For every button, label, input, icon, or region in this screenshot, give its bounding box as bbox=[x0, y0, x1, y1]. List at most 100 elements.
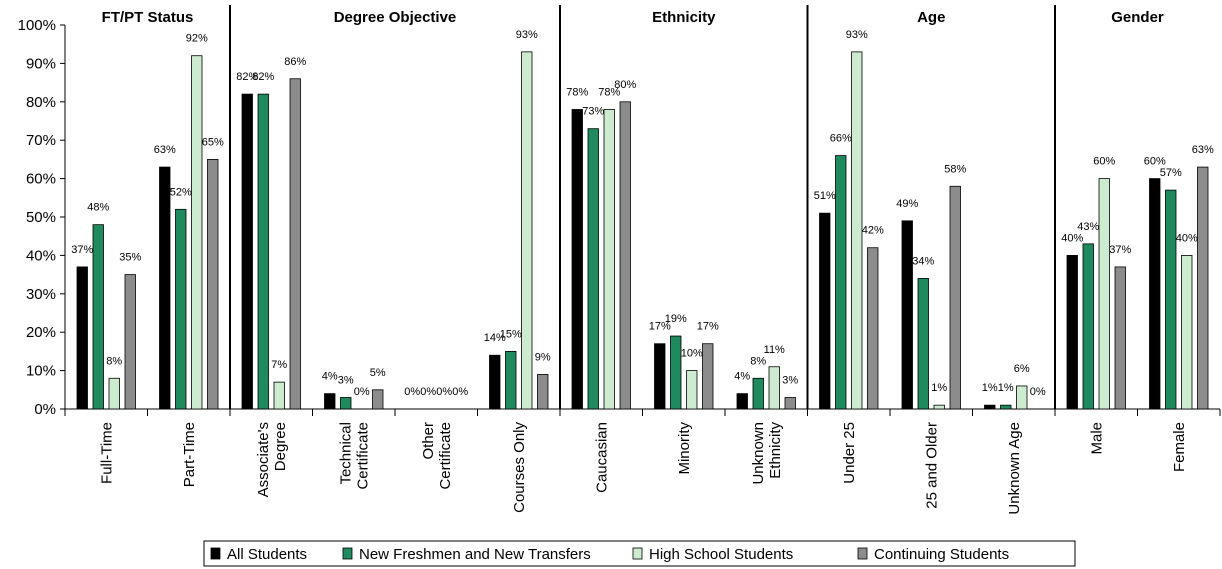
data-label: 86% bbox=[284, 56, 306, 68]
data-label: 0% bbox=[404, 386, 420, 398]
y-tick-label: 60% bbox=[26, 171, 56, 188]
bar bbox=[159, 166, 171, 410]
bar bbox=[901, 220, 913, 410]
bar bbox=[784, 397, 796, 410]
data-label: 17% bbox=[697, 321, 719, 333]
data-label: 0% bbox=[420, 386, 436, 398]
y-tick-label: 80% bbox=[26, 94, 56, 111]
data-label: 60% bbox=[1144, 156, 1166, 168]
group-title: Age bbox=[917, 9, 945, 26]
y-tick-label: 70% bbox=[26, 132, 56, 149]
bar bbox=[768, 366, 780, 410]
category-label: Ethnicity bbox=[767, 422, 784, 479]
data-label: 17% bbox=[649, 321, 671, 333]
data-label: 63% bbox=[154, 144, 176, 156]
data-label: 8% bbox=[750, 355, 766, 367]
data-label: 49% bbox=[896, 198, 918, 210]
data-label: 78% bbox=[598, 86, 620, 98]
data-label: 37% bbox=[1109, 244, 1131, 256]
data-label: 80% bbox=[614, 79, 636, 91]
data-label: 93% bbox=[846, 29, 868, 41]
bar bbox=[851, 51, 863, 410]
bar bbox=[670, 335, 682, 410]
bar bbox=[289, 78, 301, 410]
y-tick-label: 50% bbox=[26, 209, 56, 226]
data-label: 78% bbox=[566, 86, 588, 98]
legend: All Students New Freshmen and New Transfe… bbox=[203, 540, 1076, 567]
data-label: 57% bbox=[1160, 167, 1182, 179]
category-label: Female bbox=[1171, 422, 1188, 472]
bar bbox=[917, 278, 929, 410]
data-label: 52% bbox=[170, 186, 192, 198]
bar bbox=[1114, 266, 1126, 410]
bar bbox=[1197, 166, 1209, 410]
data-label: 7% bbox=[271, 359, 287, 371]
bar bbox=[1181, 254, 1193, 410]
category-label: Certificate bbox=[437, 422, 454, 490]
data-label: 0% bbox=[452, 386, 468, 398]
group-title: FT/PT Status bbox=[102, 9, 194, 26]
data-label: 8% bbox=[106, 355, 122, 367]
data-label: 4% bbox=[322, 371, 338, 383]
bar bbox=[933, 404, 945, 410]
bar bbox=[603, 109, 615, 410]
legend-swatch bbox=[632, 547, 643, 560]
data-label: 43% bbox=[1077, 221, 1099, 233]
bar bbox=[702, 343, 714, 410]
bar bbox=[736, 393, 748, 410]
bar bbox=[92, 224, 104, 410]
bar bbox=[1165, 189, 1177, 410]
data-label: 1% bbox=[982, 382, 998, 394]
y-tick-label: 20% bbox=[26, 324, 56, 341]
data-label: 51% bbox=[814, 190, 836, 202]
y-tick-label: 100% bbox=[18, 17, 56, 34]
data-label: 14% bbox=[484, 332, 506, 344]
category-label: Other bbox=[420, 422, 437, 460]
data-label: 1% bbox=[931, 382, 947, 394]
category-label: Under 25 bbox=[841, 422, 858, 484]
data-labels: 37%48%8%35%63%52%92%65%82%82%7%86%4% 3%0%… bbox=[71, 29, 1214, 398]
data-label: 60% bbox=[1093, 156, 1115, 168]
data-label: 10% bbox=[681, 348, 703, 360]
data-label: 0% bbox=[354, 386, 370, 398]
data-label: 35% bbox=[119, 252, 141, 264]
data-label: 40% bbox=[1176, 232, 1198, 244]
data-label: 73% bbox=[582, 106, 604, 118]
data-label: 92% bbox=[186, 33, 208, 45]
category-label: Full-Time bbox=[98, 422, 115, 484]
bar bbox=[489, 354, 501, 410]
data-label: 34% bbox=[912, 255, 934, 267]
legend-swatch bbox=[857, 547, 868, 560]
data-label: 42% bbox=[862, 225, 884, 237]
bar bbox=[505, 350, 517, 410]
data-label: 58% bbox=[944, 163, 966, 175]
category-label: Associate's bbox=[255, 422, 272, 497]
data-label: 82% bbox=[252, 71, 274, 83]
category-label: Certificate bbox=[354, 422, 371, 490]
category-label: Male bbox=[1088, 422, 1105, 455]
group-title: Degree Objective bbox=[334, 9, 457, 26]
data-label: 48% bbox=[87, 202, 109, 214]
category-label: Unknown bbox=[750, 422, 767, 485]
bar bbox=[124, 274, 136, 410]
bar bbox=[835, 155, 847, 410]
bar bbox=[257, 93, 269, 410]
bar bbox=[372, 389, 384, 410]
data-label: 4% bbox=[734, 371, 750, 383]
category-label: Degree bbox=[272, 422, 289, 471]
bar bbox=[191, 55, 203, 410]
category-label: Part-Time bbox=[181, 422, 198, 487]
y-tick-label: 30% bbox=[26, 286, 56, 303]
bar bbox=[207, 158, 219, 410]
data-label: 15% bbox=[500, 328, 522, 340]
y-tick-label: 0% bbox=[34, 401, 56, 418]
bar bbox=[76, 266, 88, 410]
category-label: Unknown Age bbox=[1006, 422, 1023, 515]
data-label: 82% bbox=[236, 71, 258, 83]
bar bbox=[619, 101, 631, 410]
legend-label: New Freshmen and New Transfers bbox=[359, 546, 591, 563]
data-label: 63% bbox=[1192, 144, 1214, 156]
bar bbox=[340, 397, 352, 410]
legend-swatch bbox=[210, 547, 221, 560]
